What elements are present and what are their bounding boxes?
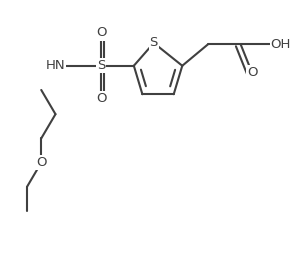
Text: O: O: [96, 26, 106, 39]
Text: HN: HN: [46, 59, 65, 72]
Text: O: O: [36, 156, 47, 169]
Text: S: S: [97, 59, 105, 72]
Text: O: O: [247, 66, 257, 79]
Text: O: O: [96, 92, 106, 105]
Text: OH: OH: [271, 38, 291, 51]
Text: S: S: [150, 37, 158, 50]
